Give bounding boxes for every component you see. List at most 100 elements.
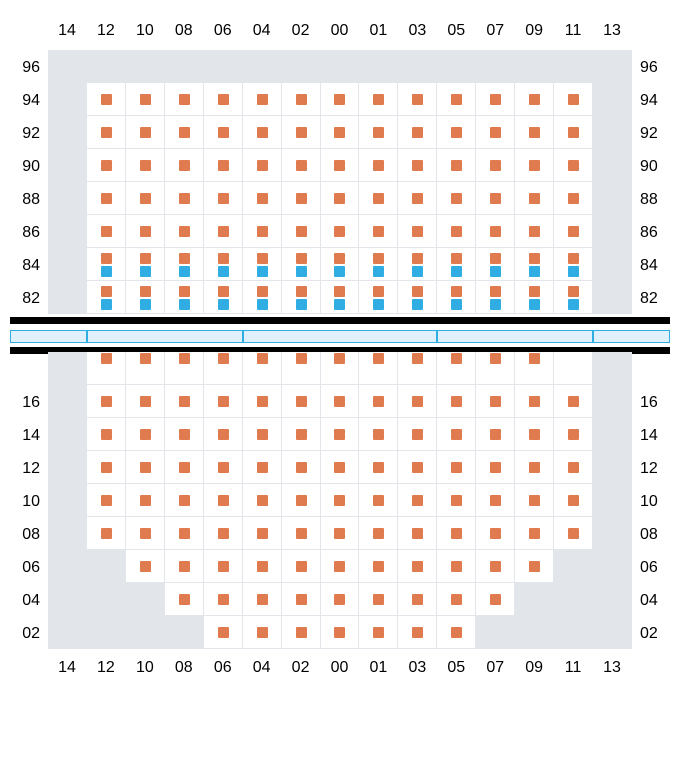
seat-dot [490,160,501,171]
seat-dot [101,462,112,473]
seat-dot [451,561,462,572]
seat-dot [140,253,151,264]
col-label-top: 07 [476,22,514,40]
row-label-left: 06 [10,559,40,577]
seat-dot [334,561,345,572]
seat-dot [334,429,345,440]
grid-cell [48,517,87,550]
seat-dot [334,226,345,237]
seat-dot [412,266,423,277]
grid-cell [476,616,515,649]
grid-cell [48,418,87,451]
seat-dot [140,495,151,506]
seat-dot [140,286,151,297]
grid-cell [593,248,632,281]
seat-dot [412,226,423,237]
seat-dot [257,396,268,407]
seat-dot [412,94,423,105]
seat-dot [101,528,112,539]
seat-dot [529,462,540,473]
seat-dot [101,160,112,171]
col-label-top: 13 [593,22,631,40]
grid-cell [593,149,632,182]
seat-dot [490,396,501,407]
seat-dot [218,193,229,204]
seat-dot [490,127,501,138]
row-label-left: 14 [10,427,40,445]
seat-dot [179,561,190,572]
seat-dot [412,561,423,572]
col-label-bottom: 09 [515,659,553,677]
grid-cell [165,50,204,83]
seat-dot [373,627,384,638]
row-label-left: 92 [10,125,40,143]
seat-dot [412,396,423,407]
row-label-left: 84 [10,257,40,275]
grid-cell [48,352,87,385]
seat-dot [296,193,307,204]
seat-dot [179,528,190,539]
seat-dot [101,299,112,310]
seat-dot [529,286,540,297]
row-label-left: 88 [10,191,40,209]
seat-dot [373,299,384,310]
row-label-right: 86 [640,224,670,242]
seat-dot [296,462,307,473]
seat-dot [451,193,462,204]
seat-dot [101,127,112,138]
seat-dot [218,594,229,605]
seat-dot [412,299,423,310]
seat-dot [334,160,345,171]
grid-cell [593,352,632,385]
row-label-left: 04 [10,592,40,610]
seat-dot [296,266,307,277]
seat-dot [140,226,151,237]
seat-dot [334,462,345,473]
grid-cell [554,583,593,616]
seat-dot [373,495,384,506]
seat-dot [257,286,268,297]
seat-dot [140,193,151,204]
seat-dot [529,193,540,204]
grid-cell [554,616,593,649]
seat-dot [101,193,112,204]
col-label-bottom: 13 [593,659,631,677]
grid-cell [321,50,360,83]
seat-dot [451,127,462,138]
seat-dot [451,94,462,105]
grid-cell [87,50,126,83]
seat-dot [529,353,540,364]
col-label-top: 06 [204,22,242,40]
seat-dot [140,429,151,440]
seat-dot [218,462,229,473]
seat-dot [373,193,384,204]
seat-dot [412,594,423,605]
seat-dot [373,396,384,407]
seat-dot [296,127,307,138]
seat-dot [529,253,540,264]
seat-dot [140,353,151,364]
stage-segment [593,330,670,343]
seat-dot [373,226,384,237]
row-label-left: 82 [10,290,40,308]
seat-dot [568,495,579,506]
grid-cell [48,83,87,116]
seat-dot [490,226,501,237]
grid-cell [593,451,632,484]
seating-chart: 1412100806040200010305070911139696949492… [0,0,680,760]
grid-cell [398,50,437,83]
seat-dot [490,462,501,473]
row-label-right: 12 [640,460,670,478]
grid-cell [593,418,632,451]
col-label-bottom: 07 [476,659,514,677]
seat-dot [179,429,190,440]
seat-dot [334,528,345,539]
col-label-bottom: 03 [398,659,436,677]
col-label-top: 00 [321,22,359,40]
row-label-left: 86 [10,224,40,242]
seat-dot [334,594,345,605]
seat-dot [412,286,423,297]
stage-segment [243,330,438,343]
seat-dot [373,253,384,264]
stage-segment [87,330,243,343]
